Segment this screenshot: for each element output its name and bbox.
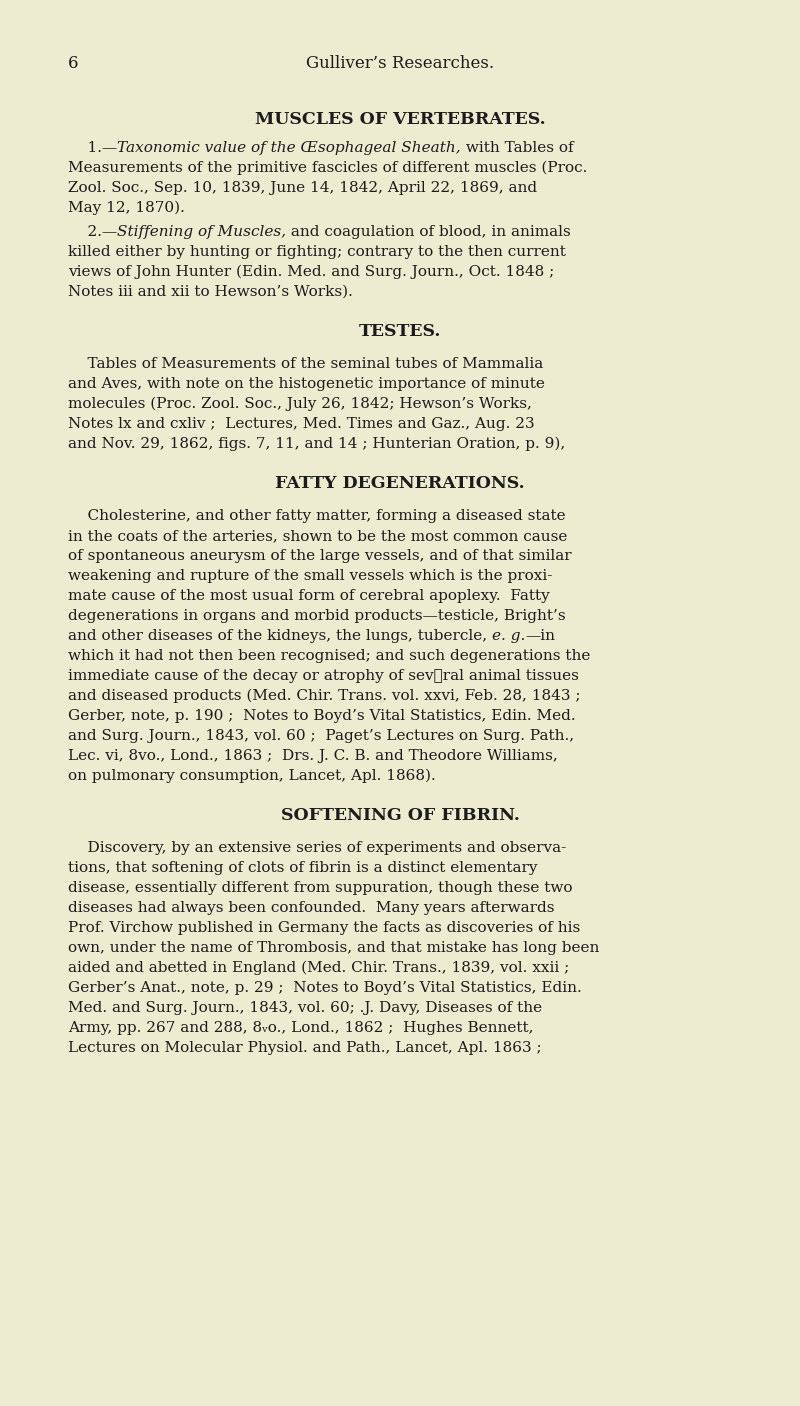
Text: FATTY DEGENERATIONS.: FATTY DEGENERATIONS. <box>275 475 525 492</box>
Text: 6: 6 <box>68 55 78 72</box>
Text: 2.—: 2.— <box>68 225 118 239</box>
Text: in the coats of the arteries, shown to be the most common cause: in the coats of the arteries, shown to b… <box>68 529 567 543</box>
Text: TESTES.: TESTES. <box>359 323 441 340</box>
Text: views of John Hunter (Edin. Med. and Surg. Journ., Oct. 1848 ;: views of John Hunter (Edin. Med. and Sur… <box>68 264 554 280</box>
Text: SOFTENING OF FIBRIN.: SOFTENING OF FIBRIN. <box>281 807 519 824</box>
Text: Cholesterine, and other fatty matter, forming a diseased state: Cholesterine, and other fatty matter, fo… <box>68 509 566 523</box>
Text: Prof. Virchow published in Germany the facts as discoveries of his: Prof. Virchow published in Germany the f… <box>68 921 580 935</box>
Text: with Tables of: with Tables of <box>461 141 574 155</box>
Text: and diseased products (Med. Chir. Trans. vol. xxvi, Feb. 28, 1843 ;: and diseased products (Med. Chir. Trans.… <box>68 689 581 703</box>
Text: Taxonomic value of the Œsophageal Sheath,: Taxonomic value of the Œsophageal Sheath… <box>118 141 461 155</box>
Text: Stiffening of Muscles,: Stiffening of Muscles, <box>118 225 286 239</box>
Text: own, under the name of Thrombosis, and that mistake has long been: own, under the name of Thrombosis, and t… <box>68 941 599 955</box>
Text: e. g.: e. g. <box>492 628 526 643</box>
Text: which it had not then been recognised; and such degenerations the: which it had not then been recognised; a… <box>68 650 590 664</box>
Text: Gerber, note, p. 190 ;  Notes to Boyd’s Vital Statistics, Edin. Med.: Gerber, note, p. 190 ; Notes to Boyd’s V… <box>68 709 576 723</box>
Text: weakening and rupture of the small vessels which is the proxi-: weakening and rupture of the small vesse… <box>68 569 552 583</box>
Text: Lec. vi, 8vo., Lond., 1863 ;  Drs. J. C. B. and Theodore Williams,: Lec. vi, 8vo., Lond., 1863 ; Drs. J. C. … <box>68 749 558 763</box>
Text: 1.—: 1.— <box>68 141 118 155</box>
Text: MUSCLES OF VERTEBRATES.: MUSCLES OF VERTEBRATES. <box>254 111 546 128</box>
Text: Gulliver’s Researches.: Gulliver’s Researches. <box>306 55 494 72</box>
Text: and Surg. Journ., 1843, vol. 60 ;  Paget’s Lectures on Surg. Path.,: and Surg. Journ., 1843, vol. 60 ; Paget’… <box>68 728 574 742</box>
Text: Zool. Soc., Sep. 10, 1839, June 14, 1842, April 22, 1869, and: Zool. Soc., Sep. 10, 1839, June 14, 1842… <box>68 181 537 195</box>
Text: —in: —in <box>526 628 555 643</box>
Text: tions, that softening of clots of fibrin is a distinct elementary: tions, that softening of clots of fibrin… <box>68 860 538 875</box>
Text: of spontaneous aneurysm of the large vessels, and of that similar: of spontaneous aneurysm of the large ves… <box>68 548 572 562</box>
Text: diseases had always been confounded.  Many years afterwards: diseases had always been confounded. Man… <box>68 901 554 915</box>
Text: May 12, 1870).: May 12, 1870). <box>68 201 185 215</box>
Text: and other diseases of the kidneys, the lungs, tubercle,: and other diseases of the kidneys, the l… <box>68 628 492 643</box>
Text: molecules (Proc. Zool. Soc., July 26, 1842; Hewson’s Works,: molecules (Proc. Zool. Soc., July 26, 18… <box>68 396 532 412</box>
Text: Notes lx and cxliv ;  Lectures, Med. Times and Gaz., Aug. 23: Notes lx and cxliv ; Lectures, Med. Time… <box>68 418 534 432</box>
Text: on pulmonary consumption, Lancet, Apl. 1868).: on pulmonary consumption, Lancet, Apl. 1… <box>68 769 436 783</box>
Text: Gerber’s Anat., note, p. 29 ;  Notes to Boyd’s Vital Statistics, Edin.: Gerber’s Anat., note, p. 29 ; Notes to B… <box>68 981 582 995</box>
Text: degenerations in organs and morbid products—testicle, Bright’s: degenerations in organs and morbid produ… <box>68 609 566 623</box>
Text: Army, pp. 267 and 288, 8ᵥo., Lond., 1862 ;  Hughes Bennett,: Army, pp. 267 and 288, 8ᵥo., Lond., 1862… <box>68 1021 534 1035</box>
Text: killed either by hunting or fighting; contrary to the then current: killed either by hunting or fighting; co… <box>68 245 566 259</box>
Text: immediate cause of the decay or atrophy of sev⌣ral animal tissues: immediate cause of the decay or atrophy … <box>68 669 579 683</box>
Text: Med. and Surg. Journ., 1843, vol. 60; .J. Davy, Diseases of the: Med. and Surg. Journ., 1843, vol. 60; .J… <box>68 1001 542 1015</box>
Text: and Nov. 29, 1862, figs. 7, 11, and 14 ; Hunterian Oration, p. 9),: and Nov. 29, 1862, figs. 7, 11, and 14 ;… <box>68 437 566 451</box>
Text: Notes iii and xii to Hewson’s Works).: Notes iii and xii to Hewson’s Works). <box>68 285 353 299</box>
Text: and coagulation of blood, in animals: and coagulation of blood, in animals <box>286 225 571 239</box>
Text: and Aves, with note on the histogenetic importance of minute: and Aves, with note on the histogenetic … <box>68 377 545 391</box>
Text: Tables of Measurements of the seminal tubes of Mammalia: Tables of Measurements of the seminal tu… <box>68 357 543 371</box>
Text: Measurements of the primitive fascicles of different muscles (Proc.: Measurements of the primitive fascicles … <box>68 162 587 176</box>
Text: disease, essentially different from suppuration, though these two: disease, essentially different from supp… <box>68 882 573 896</box>
Text: Discovery, by an extensive series of experiments and observa-: Discovery, by an extensive series of exp… <box>68 841 566 855</box>
Text: aided and abetted in England (Med. Chir. Trans., 1839, vol. xxii ;: aided and abetted in England (Med. Chir.… <box>68 960 570 976</box>
Text: mate cause of the most usual form of cerebral apoplexy.  Fatty: mate cause of the most usual form of cer… <box>68 589 550 603</box>
Text: Lectures on Molecular Physiol. and Path., Lancet, Apl. 1863 ;: Lectures on Molecular Physiol. and Path.… <box>68 1040 542 1054</box>
